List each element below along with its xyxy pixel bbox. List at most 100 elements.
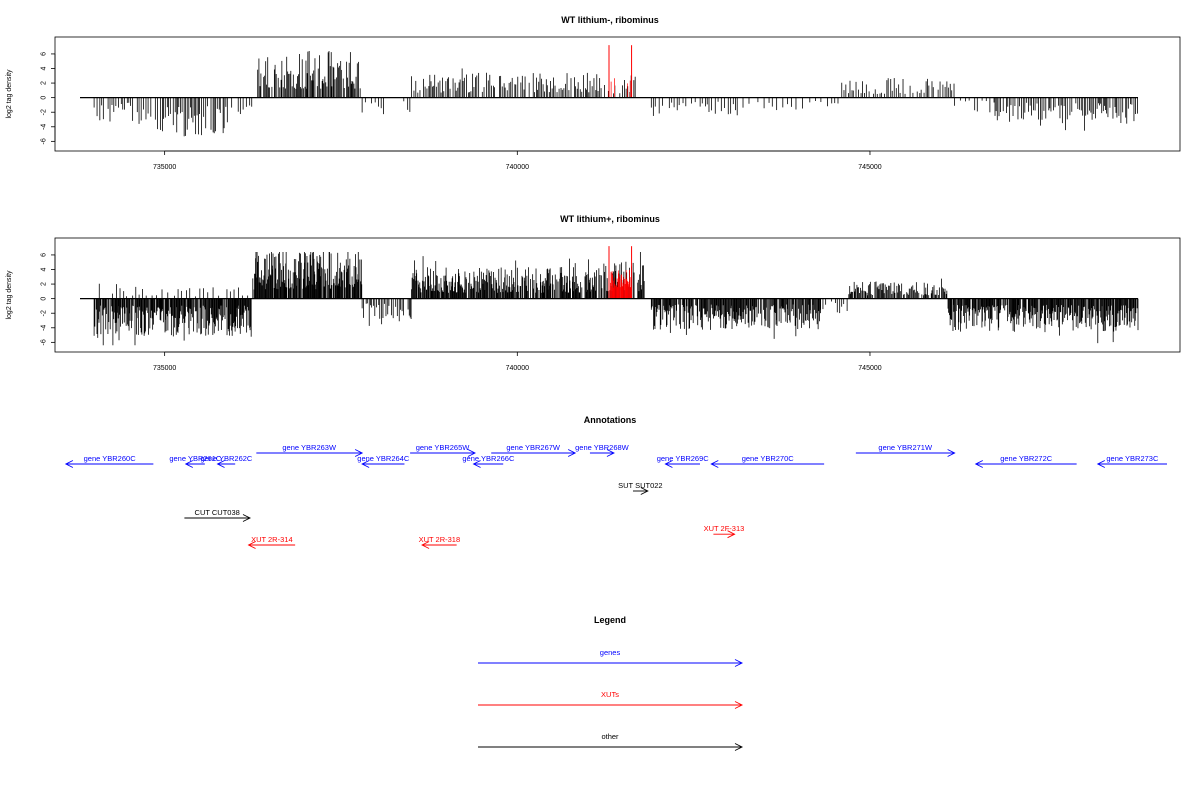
feature-arrow-head [247,541,256,549]
y-tick-label: 0 [41,96,48,100]
feature-arrow-head [361,460,370,468]
annotation-panel: Annotations gene YBR260C gene YBR261Cgene… [64,415,1167,549]
feature-arrow-head [354,449,364,457]
y-tick-label: 4 [41,267,48,271]
annotation-feature: gene YBR273C [1096,454,1167,468]
legend-entry: genes [478,648,744,667]
legend-arrow-head [734,701,744,709]
y-tick-label: 6 [41,253,48,257]
legend-label: other [601,732,619,741]
legend-entry: other [478,732,744,751]
y-axis: -6 -4 -2 0 2 4 6 [41,253,56,345]
y-tick-label: -2 [41,310,48,316]
y-axis-label: log2 tag density [6,69,13,119]
feature-label: gene YBR268W [575,443,630,452]
annotation-feature: gene YBR270C [710,454,825,468]
annotation-feature: SUT SUT022 [618,481,663,495]
annotation-feature: gene YBR266C [462,454,515,468]
y-tick-label: 4 [41,66,48,70]
feature-label: gene YBR272C [1000,454,1053,463]
feature-arrow-head [184,460,194,468]
signal-bars [80,246,1139,346]
plot-frame [54,36,1181,152]
feature-arrow-head [421,541,430,549]
annotation-feature: XUT 2R-318 [419,535,461,549]
x-axis: 735000 740000 745000 [153,351,882,372]
annotation-feature: XUT 2F-313 [704,524,745,539]
feature-arrow-head [1096,460,1105,468]
annotation-feature: gene YBR265W [410,443,476,457]
feature-label: gene YBR265W [416,443,471,452]
feature-label: gene YBR269C [657,454,710,463]
annotation-feature: gene YBR262C [200,454,253,468]
annotation-feature: gene YBR269C [657,454,710,468]
y-tick-label: 6 [41,52,48,56]
feature-label: XUT 2R-318 [419,535,461,544]
x-tick-label: 745000 [858,365,881,372]
x-tick-label: 745000 [858,164,881,171]
x-tick-label: 735000 [153,164,176,171]
feature-arrow-head [640,487,649,495]
y-tick-label: 2 [41,81,48,85]
feature-label: SUT SUT022 [618,481,662,490]
panel-title: WT lithium-, ribominus [561,15,659,25]
legend-panel: Legend genes XUTs other [478,615,744,751]
annotation-feature: gene YBR263W [256,443,364,457]
y-tick-label: 0 [41,297,48,301]
feature-label: CUT CUT038 [195,508,240,517]
feature-arrow-head [467,449,476,457]
track-panel-lithium-minus: WT lithium-, ribominus -6 -4 -2 0 2 4 6 735000… [6,15,1181,171]
y-tick-label: -2 [41,109,48,115]
annotation-feature: CUT CUT038 [184,508,251,522]
annotation-feature: XUT 2R-314 [247,535,296,549]
x-tick-label: 740000 [506,365,529,372]
y-tick-label: -6 [41,339,48,345]
annotation-feature: gene YBR267W [491,443,577,457]
y-tick-label: -4 [41,325,48,331]
x-axis: 735000 740000 745000 [153,150,882,171]
feature-label: gene YBR273C [1106,454,1159,463]
legend-arrow-head [734,659,744,667]
legend-label: genes [600,648,621,657]
y-tick-label: 2 [41,282,48,286]
annotation-feature: gene YBR260C [64,454,154,468]
feature-label: gene YBR266C [462,454,515,463]
feature-arrow-head [242,514,251,522]
annotation-feature: gene YBR264C [357,454,410,468]
feature-arrow-head [664,460,673,468]
feature-arrow-head [567,449,577,457]
x-tick-label: 735000 [153,365,176,372]
feature-arrow-head [727,530,736,539]
panel-title: WT lithium+, ribominus [560,214,660,224]
track-panel-lithium-plus: WT lithium+, ribominus -6 -4 -2 0 2 4 6 735000… [6,214,1181,372]
feature-label: gene YBR262C [200,454,253,463]
legend-arrow-head [734,743,744,751]
feature-label: gene YBR261C [169,454,222,463]
y-tick-label: -6 [41,138,48,144]
x-tick-label: 740000 [506,164,529,171]
feature-label: gene YBR271W [878,443,933,452]
feature-label: gene YBR263W [282,443,337,452]
annotation-feature: gene YBR268W [575,443,630,457]
feature-label: XUT 2R-314 [251,535,293,544]
feature-arrow-head [974,460,983,468]
feature-label: gene YBR264C [357,454,410,463]
feature-label: gene YBR270C [742,454,795,463]
feature-arrow-head [606,449,615,457]
feature-label: gene YBR267W [506,443,561,452]
legend-title: Legend [594,615,626,625]
annotations-title: Annotations [584,415,637,425]
annotation-feature: gene YBR261C [169,454,222,468]
feature-arrow-head [710,460,719,468]
feature-label: XUT 2F-313 [704,524,745,533]
feature-arrow-head [216,460,225,468]
feature-arrow-head [64,460,74,468]
legend-entry: XUTs [478,690,744,709]
feature-arrow-head [947,449,956,457]
annotation-feature: gene YBR271W [855,443,956,457]
y-tick-label: -4 [40,124,47,130]
annotation-feature: gene YBR272C [974,454,1077,468]
feature-label: gene YBR260C [84,454,137,463]
